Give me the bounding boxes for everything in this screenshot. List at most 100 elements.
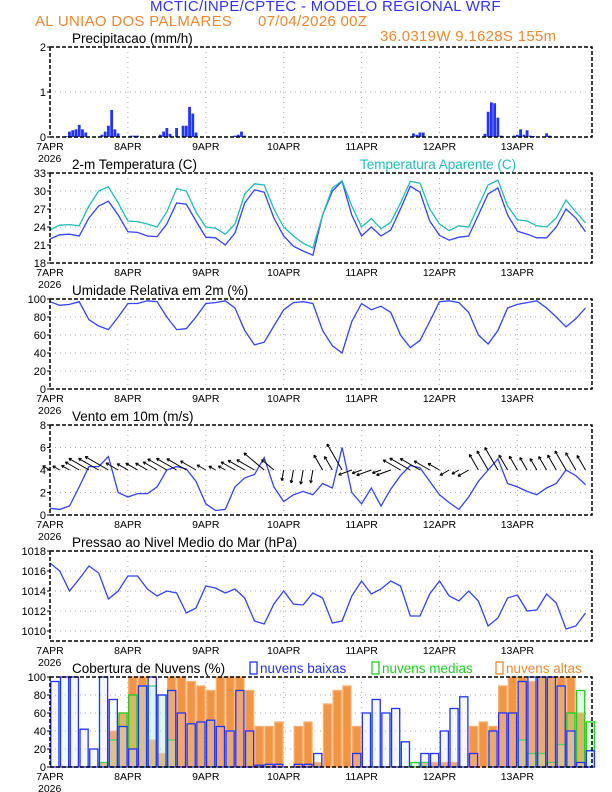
x-tick-label: 7APR — [36, 771, 64, 783]
x-tick-label: 11APR — [345, 645, 378, 657]
wind-arrow — [84, 456, 109, 471]
precip-bar — [113, 129, 117, 137]
y-tick-label: 0 — [40, 510, 46, 522]
x-tick-label: 13APR — [501, 771, 535, 783]
high-cloud-bar — [342, 685, 352, 768]
high-cloud-bar — [322, 703, 333, 768]
high-cloud-bar — [254, 725, 265, 768]
low-cloud-bar — [108, 698, 119, 768]
medium-cloud-bar — [410, 761, 420, 768]
low-cloud-bar — [566, 730, 576, 768]
y-tick-label: 1016 — [22, 566, 46, 578]
precip-bar — [525, 130, 529, 137]
wind-arrow — [352, 469, 362, 474]
wind-arrow — [468, 454, 479, 471]
panel-title: Vento em 10m (m/s) — [72, 409, 194, 424]
x-tick-label: 13APR — [501, 645, 535, 657]
wind-arrow — [135, 462, 148, 471]
wind-arrow-head — [554, 450, 558, 453]
x-axis-year: 2026 — [38, 783, 62, 792]
wind-arrow — [142, 461, 158, 471]
y-tick-label: 80 — [34, 690, 46, 702]
x-tick-label: 12APR — [423, 393, 457, 405]
x-tick-label: 13APR — [501, 393, 535, 405]
wind-arrow-head — [351, 470, 355, 474]
low-cloud-bar — [439, 730, 450, 768]
wind-arrow — [290, 469, 294, 484]
wind-arrow — [227, 459, 245, 471]
legend-label: nuvens baixas — [260, 661, 347, 676]
wind-arrow — [281, 469, 285, 481]
low-cloud-bar — [371, 698, 381, 768]
wind-arrow — [156, 457, 177, 471]
x-tick-label: 9APR — [192, 645, 220, 657]
wind-arrow-head — [376, 472, 379, 476]
x-tick-label: 10APR — [267, 519, 301, 531]
x-tick-label: 10APR — [267, 393, 301, 405]
panel-title: Pressao ao Nivel Medio do Mar (hPa) — [72, 535, 297, 550]
wind-arrow-head — [439, 472, 443, 476]
low-cloud-bar — [166, 689, 177, 768]
wind-arrow — [529, 458, 538, 471]
wind-arrow — [538, 456, 547, 471]
x-tick-label: 10APR — [267, 645, 301, 657]
series-line-0 — [49, 447, 586, 512]
wind-arrow-head — [519, 457, 523, 460]
low-cloud-bar — [137, 685, 148, 768]
plot-frame — [49, 676, 593, 768]
low-cloud-bar — [507, 712, 518, 768]
y-tick-label: 2 — [40, 42, 46, 54]
panel-title: Cobertura de Nuvens (%) — [72, 661, 225, 676]
x-tick-label: 8APR — [114, 267, 142, 279]
precip-bar — [107, 125, 110, 137]
low-cloud-bar — [235, 689, 245, 768]
x-tick-label: 7APR — [36, 519, 64, 531]
plot-frame — [49, 550, 593, 642]
wind-arrow — [313, 454, 324, 471]
x-tick-label: 7APR — [36, 267, 64, 279]
panel-title: 2-m Temperatura (C) — [72, 157, 197, 172]
x-tick-label: 8APR — [114, 141, 142, 153]
wind-arrow — [451, 469, 460, 475]
low-cloud-bar — [527, 676, 537, 768]
wind-arrow-head — [338, 472, 342, 476]
x-tick-label: 12APR — [423, 519, 457, 531]
precip-bar — [188, 106, 191, 137]
x-tick-label: 12APR — [423, 645, 457, 657]
wind-arrow — [356, 469, 372, 476]
wind-arrow — [372, 469, 382, 474]
low-cloud-bar — [176, 712, 187, 768]
x-tick-label: 7APR — [36, 645, 64, 657]
x-tick-label: 9APR — [192, 519, 220, 531]
low-cloud-bar — [225, 730, 235, 768]
station-coordinates: 36.0319W 9.1628S 155m — [380, 28, 557, 45]
panel-temp: 18 21 24 27 30 33 7APR 8APR 9APR 10APR 11APR 12APR 1… — [34, 157, 593, 291]
low-cloud-bar — [468, 752, 479, 768]
x-tick-label: 11APR — [345, 393, 378, 405]
low-cloud-bar — [361, 712, 372, 768]
low-cloud-bar — [449, 707, 459, 768]
y-tick-label: 21 — [34, 240, 46, 252]
low-cloud-bar — [254, 764, 265, 768]
wind-arrow-head — [547, 454, 551, 458]
x-tick-label: 10APR — [267, 141, 301, 153]
precip-bar — [116, 133, 120, 137]
precip-bar — [175, 128, 178, 137]
wind-arrow — [547, 454, 557, 471]
wind-arrow-head — [565, 452, 569, 455]
wind-arrow-head — [451, 471, 454, 475]
precip-bar — [496, 117, 500, 137]
low-cloud-bar — [556, 685, 566, 768]
run-datetime: 07/04/2026 00Z — [258, 13, 368, 30]
precip-bar — [158, 134, 162, 137]
low-cloud-bar — [546, 676, 557, 768]
low-cloud-bar — [98, 676, 109, 768]
low-cloud-bar — [205, 719, 216, 768]
x-tick-label: 8APR — [114, 771, 142, 783]
low-cloud-bar — [488, 730, 498, 768]
x-axis-year: 2026 — [38, 279, 62, 291]
y-tick-label: 0 — [40, 132, 46, 144]
precip-bar — [240, 131, 243, 137]
low-cloud-bar — [186, 723, 196, 768]
